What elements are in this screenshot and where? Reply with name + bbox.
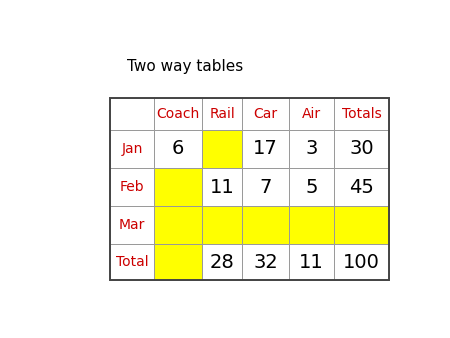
Bar [154, 168, 202, 206]
Bar [154, 130, 202, 168]
Bar [202, 98, 242, 130]
Bar [110, 168, 154, 206]
Text: 17: 17 [253, 139, 278, 158]
Bar [289, 206, 334, 244]
Bar [154, 206, 202, 244]
Bar [202, 168, 242, 206]
Bar [110, 244, 154, 280]
Text: Mar: Mar [119, 218, 145, 232]
Text: 45: 45 [349, 177, 374, 197]
Bar [289, 244, 334, 280]
Text: 3: 3 [305, 139, 318, 158]
Text: Two way tables: Two way tables [127, 59, 243, 74]
Text: 5: 5 [305, 177, 318, 197]
Bar [110, 98, 389, 280]
Bar [242, 130, 289, 168]
Text: Feb: Feb [120, 180, 144, 194]
Text: Car: Car [253, 107, 278, 121]
Text: Rail: Rail [209, 107, 235, 121]
Bar [110, 98, 154, 130]
Text: Totals: Totals [342, 107, 382, 121]
Bar [242, 168, 289, 206]
Text: Air: Air [302, 107, 321, 121]
Text: 11: 11 [299, 253, 324, 272]
Bar [110, 130, 154, 168]
Bar [334, 98, 389, 130]
Bar [110, 206, 154, 244]
Bar [334, 168, 389, 206]
Bar [242, 98, 289, 130]
Text: Jan: Jan [122, 142, 143, 156]
Bar [154, 98, 202, 130]
Text: Coach: Coach [156, 107, 199, 121]
Bar [202, 206, 242, 244]
Bar [334, 206, 389, 244]
Bar [202, 244, 242, 280]
Text: 28: 28 [210, 253, 234, 272]
Text: 7: 7 [259, 177, 272, 197]
Text: 30: 30 [349, 139, 374, 158]
Bar [202, 130, 242, 168]
Text: Total: Total [116, 255, 148, 269]
Bar [154, 244, 202, 280]
Text: 6: 6 [171, 139, 184, 158]
Bar [289, 98, 334, 130]
Text: 100: 100 [343, 253, 380, 272]
Bar [334, 130, 389, 168]
Bar [289, 130, 334, 168]
Text: 32: 32 [253, 253, 278, 272]
Bar [242, 206, 289, 244]
Bar [334, 244, 389, 280]
Bar [289, 168, 334, 206]
Text: 11: 11 [210, 177, 234, 197]
Bar [242, 244, 289, 280]
